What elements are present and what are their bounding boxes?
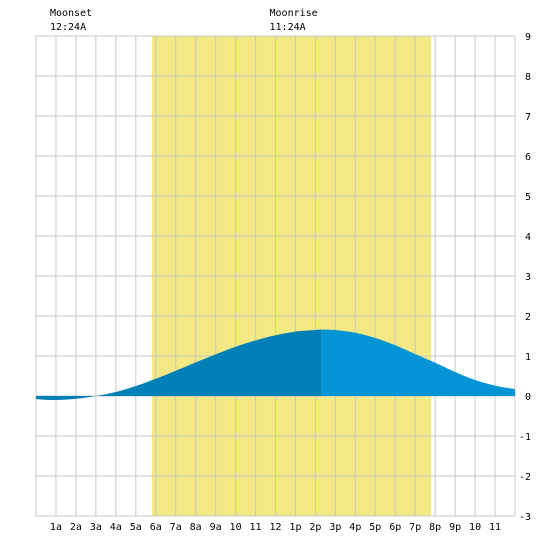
moon-event-time: 12:24A xyxy=(50,22,86,33)
x-tick-label: 3a xyxy=(90,522,102,533)
x-tick-label: 12 xyxy=(269,522,281,533)
y-tick-label: -3 xyxy=(519,512,531,523)
x-tick-label: 7p xyxy=(409,522,421,533)
tide-area-after-split xyxy=(321,329,515,396)
y-tick-label: 6 xyxy=(525,152,531,163)
moon-events-layer: Moonset 12:24A Moonrise 11:24A xyxy=(50,8,318,33)
x-tick-label: 1a xyxy=(50,522,62,533)
moon-event-label: Moonrise xyxy=(270,8,318,19)
x-tick-label: 11 xyxy=(250,522,262,533)
y-tick-label: 3 xyxy=(525,272,531,283)
moon-event-time: 11:24A xyxy=(270,22,306,33)
y-tick-label: 2 xyxy=(525,312,531,323)
x-tick-label: 2p xyxy=(309,522,321,533)
x-tick-label: 6a xyxy=(150,522,162,533)
x-tick-label: 6p xyxy=(389,522,401,533)
x-tick-label: 8a xyxy=(190,522,202,533)
x-tick-label: 5a xyxy=(130,522,142,533)
x-tick-label: 3p xyxy=(329,522,341,533)
y-tick-label: 9 xyxy=(525,32,531,43)
y-tick-label: 4 xyxy=(525,232,531,243)
y-tick-labels: -3 -2 -1 0 1 2 3 4 5 6 7 8 9 xyxy=(519,32,531,523)
y-tick-label: 0 xyxy=(525,392,531,403)
moon-event-label: Moonset xyxy=(50,8,92,19)
y-tick-label: 7 xyxy=(525,112,531,123)
x-tick-label: 10 xyxy=(469,522,481,533)
x-tick-label: 9p xyxy=(449,522,461,533)
y-tick-label: 1 xyxy=(525,352,531,363)
x-tick-label: 5p xyxy=(369,522,381,533)
x-tick-label: 4p xyxy=(349,522,361,533)
x-tick-label: 7a xyxy=(170,522,182,533)
y-tick-label: -2 xyxy=(519,472,531,483)
x-tick-label: 2a xyxy=(70,522,82,533)
tide-area-layer xyxy=(36,329,515,401)
x-tick-label: 10 xyxy=(230,522,242,533)
y-tick-label: 5 xyxy=(525,192,531,203)
y-tick-label: 8 xyxy=(525,72,531,83)
x-tick-label: 9a xyxy=(210,522,222,533)
x-tick-label: 4a xyxy=(110,522,122,533)
x-tick-labels: 1a 2a 3a 4a 5a 6a 7a 8a 9a 10 11 12 1p 2p 3p 4p 5p 6p 7p 8p… xyxy=(50,522,501,533)
grid-layer xyxy=(35,35,516,517)
x-tick-label: 11 xyxy=(489,522,501,533)
y-tick-label: -1 xyxy=(519,432,531,443)
x-tick-label: 8p xyxy=(429,522,441,533)
tide-area-before-split xyxy=(36,329,322,401)
x-tick-label: 1p xyxy=(289,522,301,533)
